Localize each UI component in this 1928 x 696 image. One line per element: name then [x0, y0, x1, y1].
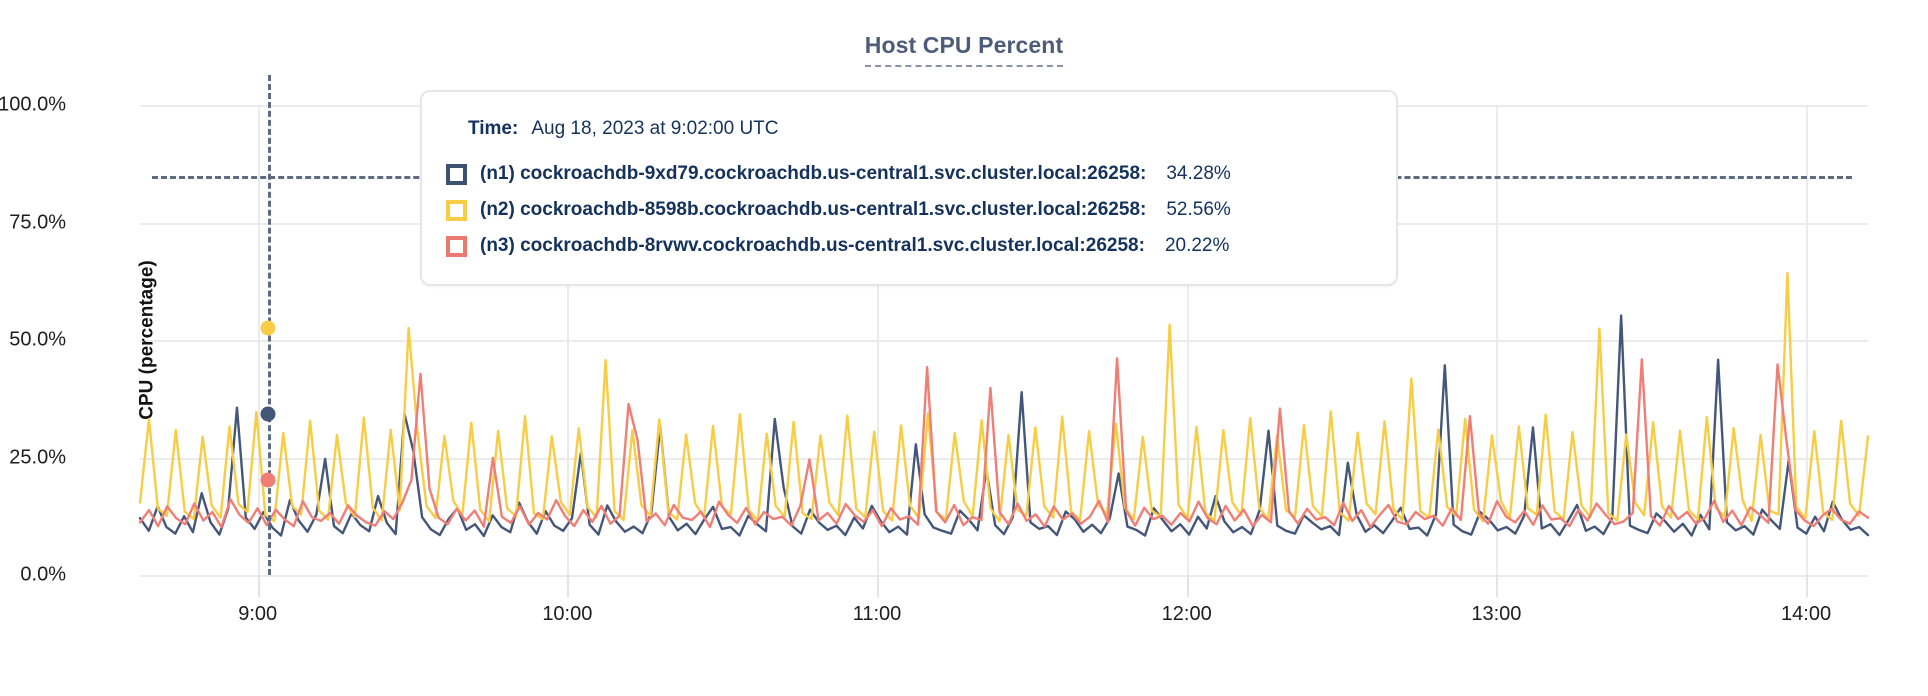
- tooltip-row: (n3) cockroachdb-8rvwv.cockroachdb.us-ce…: [446, 228, 1370, 264]
- gridline-horizontal: [140, 457, 1868, 460]
- y-axis-tick-label: 25.0%: [9, 446, 66, 468]
- cursor-marker-n1: [260, 406, 276, 422]
- x-axis-tick-mark: [1186, 575, 1189, 597]
- tooltip-series-value: 34.28%: [1166, 163, 1231, 184]
- series-lines: [140, 105, 1868, 575]
- gridline-vertical: [567, 105, 570, 575]
- x-axis-tick-mark: [257, 575, 260, 597]
- x-axis-tick-label: 12:00: [1161, 603, 1212, 625]
- gridline-vertical: [1496, 105, 1499, 575]
- x-axis-tick-mark: [877, 575, 880, 597]
- x-axis-tick-label: 9:00: [238, 603, 278, 625]
- legend-swatch-icon: [446, 235, 467, 257]
- x-axis-tick-label: 10:00: [542, 603, 593, 625]
- cursor-marker-n2: [260, 320, 276, 336]
- tooltip-series-name: (n3) cockroachdb-8rvwv.cockroachdb.us-ce…: [480, 235, 1145, 256]
- tooltip-time-label: Time:: [468, 118, 519, 139]
- x-axis-tick-label: 13:00: [1471, 603, 1522, 625]
- y-axis-tick-label: 50.0%: [9, 328, 66, 351]
- chart-title-text: Host CPU Percent: [864, 32, 1064, 67]
- gridline-horizontal: [140, 340, 1868, 342]
- hover-tooltip: Time: Aug 18, 2023 at 9:02:00 UTC (n1) c…: [420, 90, 1398, 286]
- legend-swatch-icon: [446, 163, 467, 185]
- tooltip-time-row: Time: Aug 18, 2023 at 9:02:00 UTC: [446, 112, 1370, 156]
- cursor-marker-n3: [260, 472, 276, 488]
- x-axis-tick-mark: [567, 575, 570, 597]
- x-axis-tick-label: 11:00: [852, 603, 902, 625]
- series-line-n1: [140, 316, 1868, 536]
- tooltip-row: (n2) cockroachdb-8598b.cockroachdb.us-ce…: [446, 192, 1370, 228]
- y-axis-tick-label: 0.0%: [20, 563, 66, 586]
- gridline-vertical: [877, 105, 880, 575]
- tooltip-series-name: (n2) cockroachdb-8598b.cockroachdb.us-ce…: [480, 199, 1147, 220]
- tooltip-series-rows: (n1) cockroachdb-9xd79.cockroachdb.us-ce…: [446, 156, 1370, 264]
- x-axis-tick-mark: [1496, 575, 1499, 597]
- tooltip-time-value: Aug 18, 2023 at 9:02:00 UTC: [531, 118, 779, 139]
- gridline-horizontal: [140, 575, 1868, 577]
- x-axis-tick-mark: [1806, 575, 1809, 597]
- tooltip-row: (n1) cockroachdb-9xd79.cockroachdb.us-ce…: [446, 156, 1370, 192]
- tooltip-series-value: 20.22%: [1164, 235, 1230, 256]
- tooltip-series-name: (n1) cockroachdb-9xd79.cockroachdb.us-ce…: [480, 163, 1147, 184]
- gridline-vertical: [1806, 105, 1809, 575]
- x-axis-tick-label: 14:00: [1781, 603, 1832, 625]
- gridline-vertical: [1186, 105, 1189, 575]
- tooltip-series-value: 52.56%: [1166, 199, 1231, 220]
- series-line-n3: [140, 358, 1868, 527]
- y-axis-tick-label: 100.0%: [0, 93, 66, 116]
- gridline-vertical: [257, 105, 260, 575]
- page-title: Host CPU Percent: [0, 32, 1928, 67]
- y-axis-tick-label: 75.0%: [9, 211, 66, 233]
- legend-swatch-icon: [446, 199, 467, 221]
- series-line-n2: [140, 273, 1868, 521]
